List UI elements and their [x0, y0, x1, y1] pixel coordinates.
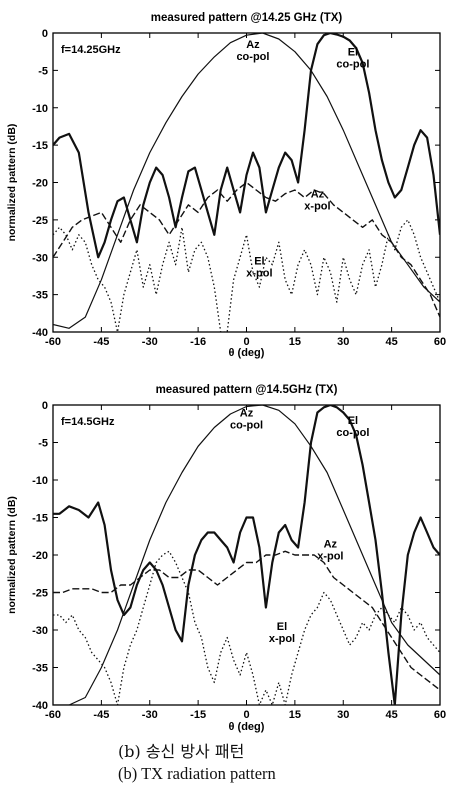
series-az-co-pol — [53, 405, 440, 705]
series-el-x-pol — [53, 550, 440, 705]
plot-frame — [52, 32, 441, 333]
x-axis-label: θ (deg) — [229, 347, 265, 359]
chart-14-25ghz: measured pattern @14.25 GHz (TX) -60 -45 -3… — [6, 12, 446, 359]
x-tick-label: 30 — [337, 709, 349, 721]
x-tick-label: 45 — [386, 336, 398, 348]
plot-frame — [52, 404, 441, 706]
y-tick-label: -30 — [32, 625, 48, 637]
x-tick-label: 15 — [289, 336, 301, 348]
y-tick-label: -5 — [38, 65, 48, 77]
chart-14-5ghz: measured pattern @14.5GHz (TX) -60 -45 -30 -… — [6, 384, 446, 733]
y-tick-label: -10 — [32, 475, 48, 487]
x-tick-label: -16 — [190, 336, 206, 348]
annotation-label: El — [348, 46, 358, 58]
y-tick-label: 0 — [42, 28, 48, 40]
x-tick-label: 15 — [289, 709, 301, 721]
y-tick-label: -35 — [32, 663, 48, 675]
annotation-label: Az — [240, 407, 254, 419]
x-tick-label: -15 — [190, 709, 206, 721]
annotation-label: x-pol — [317, 551, 343, 563]
x-tick-label: 0 — [243, 709, 249, 721]
annotation-label: El — [348, 415, 358, 427]
x-tick-label: -60 — [45, 709, 61, 721]
annotation-label: El — [277, 621, 287, 633]
x-tick-label: 30 — [337, 336, 349, 348]
y-tick-label: -40 — [32, 700, 48, 712]
y-axis-label: normalized pattern (dB) — [6, 496, 18, 614]
x-tick-label: 0 — [243, 336, 249, 348]
y-tick-label: -10 — [32, 103, 48, 115]
y-tick-label: -20 — [32, 550, 48, 562]
y-tick-label: -15 — [32, 513, 48, 525]
annotation-label: x-pol — [269, 633, 295, 645]
y-tick-label: -25 — [32, 588, 48, 600]
frequency-label: f=14.5GHz — [61, 416, 115, 428]
y-tick-label: -30 — [32, 252, 48, 264]
chart-title: measured pattern @14.5GHz (TX) — [156, 384, 338, 396]
series-az-co-pol — [53, 33, 440, 329]
series-el-co-pol — [53, 33, 440, 259]
chart-title: measured pattern @14.25 GHz (TX) — [151, 12, 343, 24]
y-tick-label: -25 — [32, 215, 48, 227]
y-axis-label: normalized pattern (dB) — [6, 124, 18, 242]
y-tick-label: -20 — [32, 178, 48, 190]
annotation-label: co-pol — [236, 51, 269, 63]
y-tick-label: -40 — [32, 327, 48, 339]
x-tick-label: -45 — [93, 336, 109, 348]
annotation-label: co-pol — [230, 419, 263, 431]
annotation-label: Az — [246, 39, 260, 51]
annotation-label: x-pol — [304, 200, 330, 212]
x-tick-label: -45 — [93, 709, 109, 721]
x-tick-label: 60 — [434, 709, 446, 721]
y-tick-label: 0 — [42, 400, 48, 412]
x-tick-label: -30 — [142, 336, 158, 348]
caption-korean: (b) 송신 방사 패턴 — [118, 742, 245, 761]
y-tick-label: -35 — [32, 290, 48, 302]
y-tick-label: -5 — [38, 438, 48, 450]
x-tick-label: -60 — [45, 336, 61, 348]
series-az-x-pol — [53, 181, 440, 318]
annotation-label: co-pol — [336, 427, 369, 439]
x-tick-label: -30 — [142, 709, 158, 721]
frequency-label: f=14.25GHz — [61, 44, 121, 56]
series-az-x-pol — [53, 550, 440, 691]
x-axis-label: θ (deg) — [229, 721, 265, 733]
y-tick-label: -15 — [32, 140, 48, 152]
annotation-label: x-pol — [246, 268, 272, 280]
annotation-label: Az — [311, 188, 325, 200]
annotation-label: El — [254, 256, 264, 268]
series-el-co-pol — [53, 405, 440, 705]
annotation-label: co-pol — [336, 58, 369, 70]
caption-english: (b) TX radiation pattern — [118, 764, 276, 783]
annotation-label: Az — [324, 539, 338, 551]
x-tick-label: 60 — [434, 336, 446, 348]
x-tick-label: 45 — [386, 709, 398, 721]
